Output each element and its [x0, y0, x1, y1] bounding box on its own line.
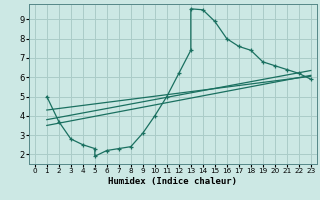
X-axis label: Humidex (Indice chaleur): Humidex (Indice chaleur)	[108, 177, 237, 186]
